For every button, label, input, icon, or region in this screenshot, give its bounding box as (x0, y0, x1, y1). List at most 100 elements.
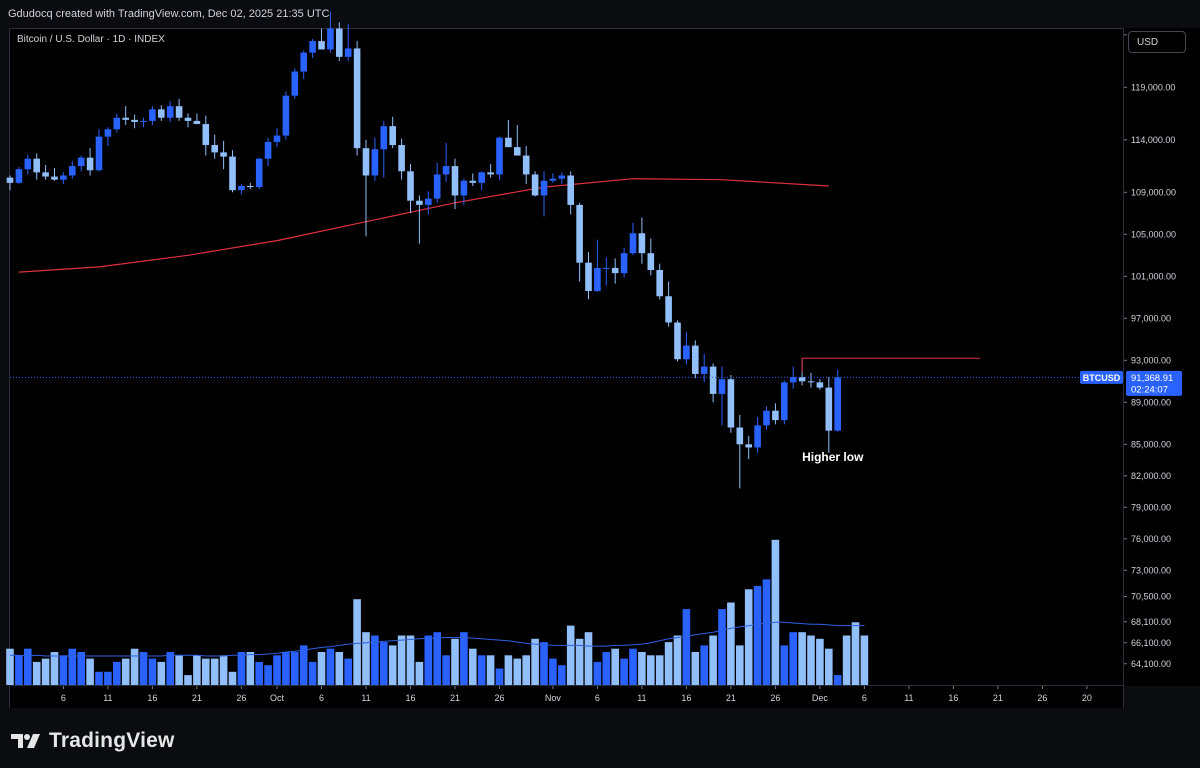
candle-body (247, 186, 254, 188)
candle-body (229, 156, 236, 191)
volume-bar (237, 652, 246, 685)
candle-body (193, 120, 201, 125)
currency-selector[interactable]: USD (1128, 31, 1186, 53)
candle-body (211, 145, 218, 153)
volume-bar (219, 655, 228, 685)
volume-bar (816, 638, 824, 685)
volume-bar (495, 668, 504, 685)
candle-body (736, 427, 744, 445)
candle-body (496, 137, 503, 175)
volume-bar (371, 635, 379, 685)
candle-body (184, 117, 192, 121)
time-tick-label: 16 (681, 693, 691, 703)
moving-averages (10, 178, 865, 657)
candle-body (727, 379, 735, 428)
volume-bar (175, 655, 183, 685)
volume-bar (540, 642, 548, 685)
time-tick-label: Dec (812, 693, 829, 703)
volume-bar (433, 632, 441, 685)
candle-body (33, 158, 40, 173)
time-tick-label: Nov (545, 693, 562, 703)
volume-bar (32, 661, 41, 685)
candle-body (781, 382, 788, 421)
price-tick-label: 68,100.00 (1131, 617, 1171, 627)
volume-bar (130, 648, 139, 685)
time-tick-label: 6 (595, 693, 600, 703)
time-tick-label: 6 (61, 693, 66, 703)
candle-body (522, 155, 530, 175)
candle-body (692, 345, 699, 374)
volume-bar (477, 655, 486, 685)
volume-bar (833, 675, 842, 685)
candle-body (273, 135, 281, 142)
candle-body (15, 169, 23, 183)
time-tick-label: 21 (726, 693, 736, 703)
price-tick-label: 97,000.00 (1131, 313, 1171, 323)
time-tick-label: 6 (862, 693, 867, 703)
candle-body (549, 178, 557, 181)
candle-body (620, 253, 628, 274)
tradingview-brand-text: TradingView (49, 729, 175, 752)
time-tick-label: 26 (236, 693, 246, 703)
volume-bar (611, 648, 619, 685)
moving-average-line (18, 178, 829, 273)
candle-body (51, 176, 58, 180)
time-tick-label: 11 (637, 693, 646, 703)
candle-body (514, 147, 521, 156)
volume-bar (566, 625, 575, 685)
price-tick-label: 70,500.00 (1131, 592, 1171, 602)
volume-bar (210, 658, 219, 685)
volume-bar (513, 658, 522, 685)
volume-bar (593, 661, 602, 685)
candle-body (69, 166, 76, 176)
price-tick-label: 89,000.00 (1131, 397, 1171, 407)
candle-body (433, 174, 441, 199)
last-price-label: 91,368.91 (1131, 373, 1173, 384)
volume-bar (771, 539, 780, 685)
volume-bar (415, 661, 424, 685)
volume-bar (228, 671, 237, 685)
candle-body (122, 117, 129, 120)
candle-body (344, 48, 352, 57)
volume-bar (825, 648, 833, 685)
symbol-title[interactable]: Bitcoin / U.S. Dollar · 1D · INDEX (17, 34, 165, 45)
candle-body (709, 366, 717, 394)
time-axis[interactable] (9, 686, 1124, 708)
candle-body (487, 172, 494, 175)
volume-bar (335, 652, 344, 685)
volume-bar (68, 648, 77, 685)
price-axis[interactable] (1124, 28, 1200, 686)
candle-body (665, 296, 672, 323)
volume-bar (504, 655, 513, 685)
volume-bar (486, 655, 495, 685)
candle-body (131, 119, 138, 122)
candle-body (95, 136, 103, 171)
time-tick-label: 11 (904, 693, 913, 703)
volume-bar (718, 609, 726, 685)
volume-bar (326, 648, 335, 685)
chart-pane[interactable] (9, 28, 1124, 686)
candle-body (327, 28, 334, 50)
volume-bar (655, 655, 664, 685)
candle-body (309, 41, 316, 53)
symbol-price-tag-label: BTCUSD (1083, 373, 1121, 383)
time-tick-label: 21 (450, 693, 460, 703)
attribution-text: Gdudocq created with TradingView.com, De… (8, 8, 330, 20)
volume-bar (193, 655, 201, 685)
candle-body (149, 109, 156, 121)
volume-bar (59, 655, 68, 685)
candle-body (24, 158, 32, 170)
volume-bar (246, 652, 255, 685)
tradingview-logo[interactable]: TradingView (11, 729, 175, 753)
candle-body (469, 180, 477, 183)
price-tick-label: 79,000.00 (1131, 502, 1171, 512)
volume-bar (291, 652, 299, 685)
higher-low-annotation: Higher low (802, 450, 864, 464)
volume-bar (273, 655, 281, 685)
candle-body (158, 109, 165, 118)
candle-body (77, 157, 85, 167)
candle-body (442, 166, 450, 175)
candle-body (202, 124, 210, 146)
volume-moving-average-line (10, 621, 865, 657)
candle-body (683, 345, 690, 360)
